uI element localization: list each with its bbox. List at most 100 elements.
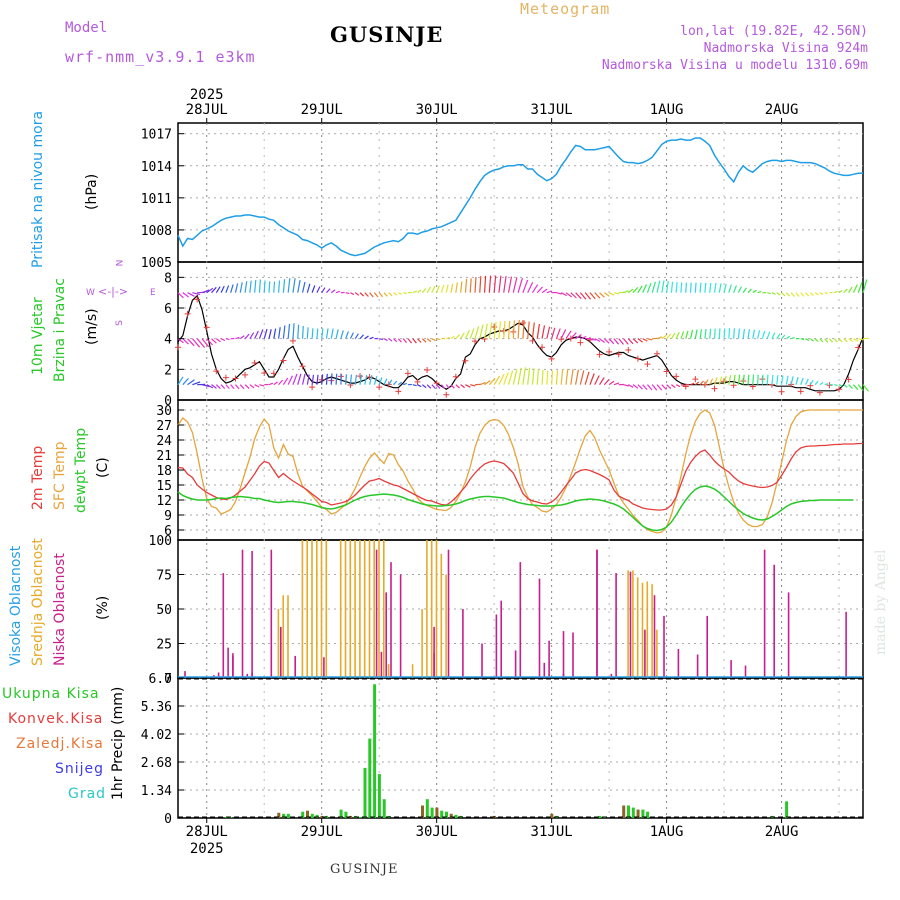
wind-barb [507,276,513,293]
wind-barb [805,338,810,342]
wind-barb [853,338,859,342]
wind-barb [718,328,721,339]
wind-barb [531,284,539,293]
mid-cloud-bar [306,540,308,678]
low-cloud-bar [241,549,244,678]
wind-barb [330,373,333,385]
rain-bar [310,813,314,818]
wind-gust-marker [836,386,843,393]
wind-barb [455,384,460,389]
mid-cloud-bar [277,609,280,678]
panel-series [175,137,870,818]
wind-axis-label-2: Brzina i Pravac [52,278,68,382]
wind-barb [225,285,230,293]
wind-speed-line [177,294,864,392]
wind-barb [824,338,829,343]
wind-barb [680,331,685,339]
wind-barb [565,330,572,339]
wind-barb [804,378,809,385]
wind-barb [359,334,364,340]
wind-barb [608,292,615,296]
wind-barb [752,374,755,385]
wind-barb [335,290,341,294]
wind-barb [330,289,336,294]
mid-cloud-bar [354,540,356,678]
wind-barb [661,334,667,340]
wind-barb [829,338,833,343]
wind-barb [560,329,567,339]
wind-barb [737,374,741,385]
wind-barb [771,374,774,385]
wind-barb [450,283,454,293]
wind-barb [838,384,843,387]
wind-barb [723,283,727,293]
wind-tick-label: 4 [164,333,172,348]
bottom-day-label: 30JUL [416,824,458,840]
wind-barb [297,373,302,385]
rain-bar [373,684,377,818]
wind-barb [220,285,225,293]
wind-barb [780,375,784,385]
wind-barb [824,383,829,386]
temp-tick-label: 21 [156,449,172,464]
rain-bar [421,805,424,818]
mid-cloud-bar [646,581,649,678]
wind-barb [235,384,240,390]
compass-north: N [115,259,126,267]
wind-barb [455,282,458,293]
wind-barb [440,384,446,389]
top-day-label: 31JUL [531,102,573,118]
pressure-tick-label: 1005 [141,256,172,271]
wind-barb [579,370,585,385]
wind-barb [857,384,864,391]
wind-barb [507,370,514,385]
wind-barb [647,338,653,341]
mid-cloud-bar [641,582,644,678]
wind-barb [752,329,756,339]
cloud-unit: (%) [95,595,111,620]
wind-barb [618,338,624,345]
mid-cloud-bar [359,540,361,678]
wind-barb [335,373,338,385]
low-cloud-bar [380,651,383,678]
wind-barb [445,384,450,389]
wind-barb [752,289,757,294]
wind-barb [244,333,250,340]
rain-bar [435,807,439,818]
wind-gust-marker [270,370,277,377]
wind-barb [249,384,255,389]
wind-barb [771,332,776,339]
wind-barb [594,338,601,343]
wind-barb [646,384,653,391]
wind-barb [469,278,472,293]
wind-barb [436,338,441,341]
wind-barb [699,282,702,293]
wind-barb [809,292,814,297]
wind-barb [311,328,314,339]
rain-bar [286,813,290,818]
wind-barb [421,338,427,343]
wind-barb [254,384,260,388]
wind-barb [560,292,567,297]
wind-barb [680,384,685,387]
wind-tick-label: 0 [164,394,172,409]
wind-barb [254,330,259,339]
low-cloud-bar [644,629,646,678]
wind-barb [656,384,663,391]
wind-barb [704,379,709,385]
wind-barb [474,326,480,339]
wind-barb [364,335,369,340]
wind-barb [311,285,316,293]
wind-barb [546,370,549,385]
wind-barb [465,384,471,388]
wind-barb [383,292,388,297]
wind-barb [541,325,546,339]
pressure-unit: (hPa) [84,173,100,210]
wind-barb [421,288,427,294]
wind-barb [666,280,669,293]
wind-barb [177,292,184,299]
wind-barb [546,326,551,339]
wind-gust-marker [395,388,402,395]
low-cloud-bar [390,562,392,678]
wind-barb [277,280,281,293]
